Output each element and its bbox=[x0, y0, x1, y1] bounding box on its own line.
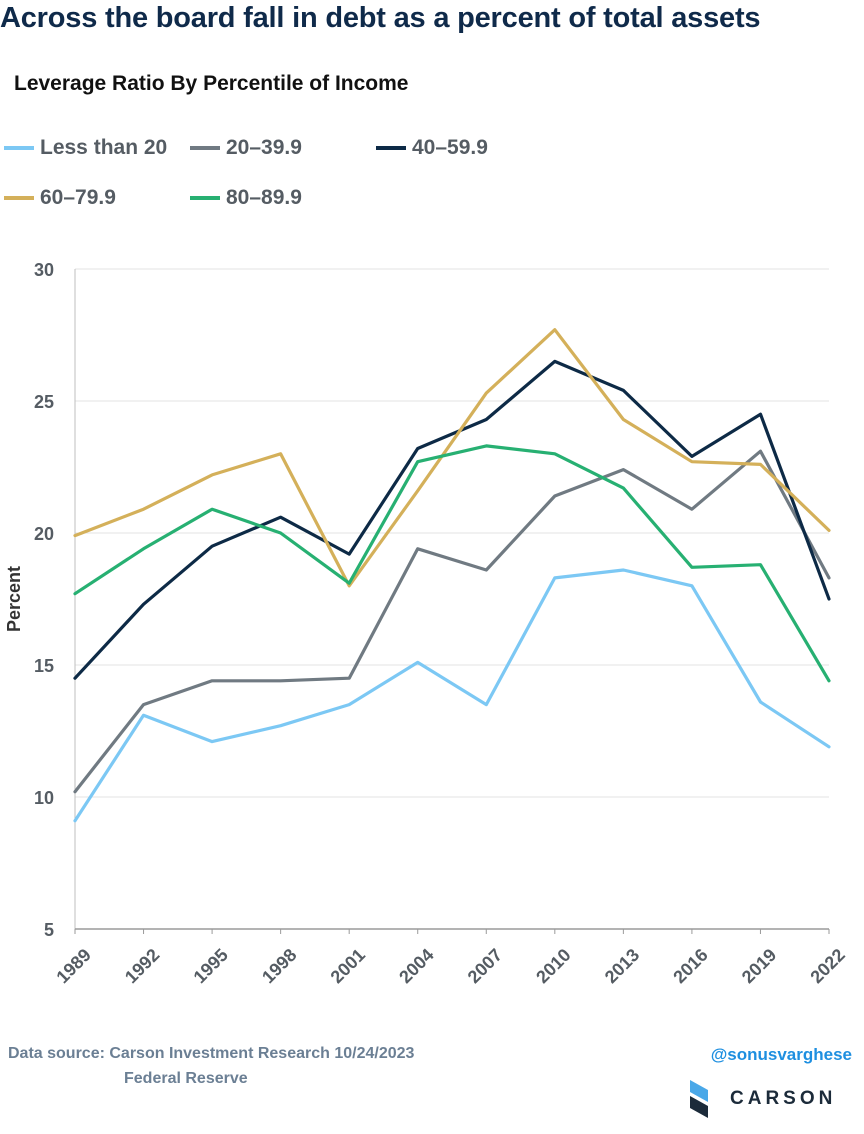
data-source-secondary: Federal Reserve bbox=[124, 1070, 248, 1087]
line-chart: 5 10 15 20 25 30 1989 1992 1995 1998 2001 2004 2007 2… bbox=[4, 260, 849, 987]
x-tick-label: 2013 bbox=[601, 945, 643, 987]
series-line bbox=[73, 359, 831, 680]
legend-label: 60–79.9 bbox=[40, 186, 116, 209]
x-tick-label: 2016 bbox=[669, 945, 711, 987]
x-tick-label: 2019 bbox=[738, 945, 780, 987]
social-handle[interactable]: @sonusvarghese bbox=[710, 1045, 852, 1064]
x-tick-label: 2010 bbox=[532, 945, 574, 987]
y-tick-label: 5 bbox=[44, 920, 54, 940]
legend-label: 20–39.9 bbox=[226, 136, 302, 159]
legend-item: 80–89.9 bbox=[190, 186, 302, 210]
legend-swatch bbox=[4, 146, 34, 150]
legend-swatch bbox=[190, 146, 220, 150]
y-axis-label: Percent bbox=[4, 566, 24, 632]
carson-logo-icon bbox=[690, 1080, 708, 1118]
series-line bbox=[73, 449, 831, 794]
y-tick-label: 25 bbox=[34, 392, 54, 412]
y-tick-label: 30 bbox=[34, 260, 54, 280]
legend-label: Less than 20 bbox=[40, 136, 168, 159]
x-tick-label: 2004 bbox=[395, 945, 437, 987]
legend-swatch bbox=[4, 196, 34, 200]
legend-label: 80–89.9 bbox=[226, 186, 302, 209]
chart-title: Leverage Ratio By Percentile of Income bbox=[14, 72, 409, 95]
logo-text: CARSON bbox=[730, 1088, 837, 1109]
y-tick-label: 10 bbox=[34, 788, 54, 808]
series-line bbox=[73, 568, 831, 823]
legend-item: 60–79.9 bbox=[4, 186, 116, 210]
x-tick-label: 2022 bbox=[806, 945, 848, 987]
y-tick-label: 15 bbox=[34, 656, 54, 676]
x-tick-label: 2007 bbox=[464, 945, 506, 987]
x-tick-label: 1995 bbox=[190, 945, 232, 987]
legend-label: 40–59.9 bbox=[412, 136, 488, 159]
series-line bbox=[73, 328, 831, 588]
legend-swatch bbox=[190, 196, 220, 200]
x-tick-label: 2001 bbox=[327, 945, 369, 987]
legend-item: 40–59.9 bbox=[376, 136, 488, 160]
y-tick-label: 20 bbox=[34, 524, 54, 544]
legend-item: Less than 20 bbox=[4, 136, 167, 160]
series-line bbox=[73, 444, 831, 683]
x-tick-label: 1992 bbox=[121, 945, 163, 987]
legend-item: 20–39.9 bbox=[190, 136, 302, 160]
x-tick-label: 1989 bbox=[52, 945, 94, 987]
data-source: Data source: Carson Investment Research … bbox=[8, 1045, 415, 1062]
x-tick-label: 1998 bbox=[258, 945, 300, 987]
headline: Across the board fall in debt as a perce… bbox=[0, 2, 761, 34]
carson-logo: CARSON bbox=[690, 1080, 836, 1118]
legend-swatch bbox=[376, 146, 406, 150]
